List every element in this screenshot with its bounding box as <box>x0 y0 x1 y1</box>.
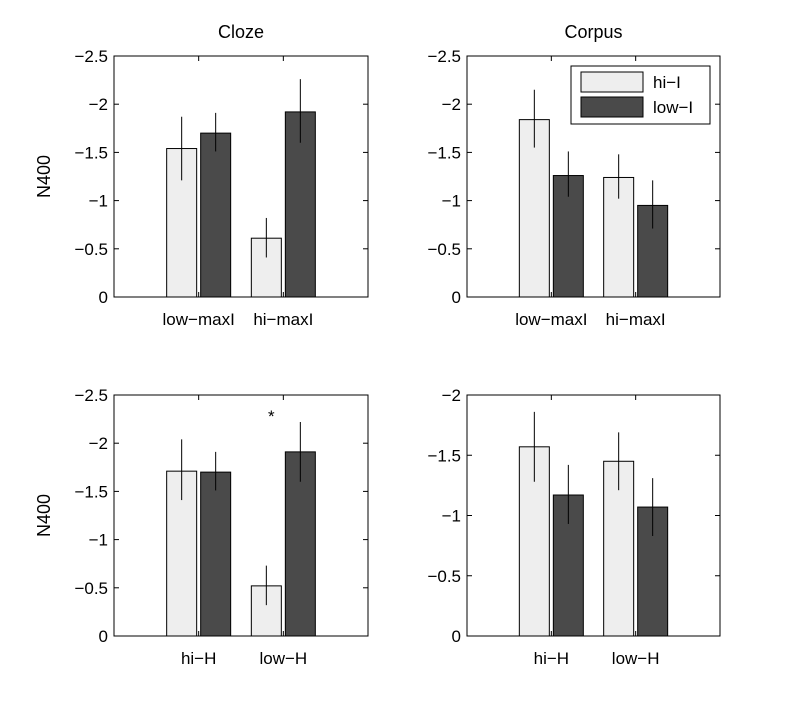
bar-low <box>284 451 316 637</box>
chart-panel-1: 0 −0.5 −1 −1.5 −2 −2.5 low−maxI hi−maxI Cloze N40… <box>34 22 369 329</box>
legend-swatch-low <box>580 96 644 118</box>
y-tick-label: −2.5 <box>74 386 108 405</box>
axes-frame <box>466 394 721 637</box>
chart-title: Cloze <box>218 22 264 42</box>
y-tick-label: −1.5 <box>74 482 108 501</box>
y-tick-label: −2 <box>89 95 108 114</box>
chart-panel-2: 0 −0.5 −1 −1.5 −2 −2.5 low−maxI hi−maxI Corpus <box>427 22 721 329</box>
x-tick-label: hi−H <box>534 649 569 668</box>
x-tick-label: hi−maxI <box>253 310 313 329</box>
bar-hi <box>603 460 635 637</box>
y-tick-label: −0.5 <box>427 240 461 259</box>
y-tick-label: −2.5 <box>427 47 461 66</box>
y-tick-label: 0 <box>99 288 108 307</box>
y-tick-label: −1 <box>89 192 108 211</box>
y-tick-label: −2 <box>442 386 461 405</box>
significance-marker: * <box>268 407 275 426</box>
x-tick-label: hi−maxI <box>606 310 666 329</box>
axes-frame <box>113 394 369 637</box>
y-tick-label: −0.5 <box>427 567 461 586</box>
bar-hi <box>518 119 550 298</box>
y-tick-label: −1 <box>89 531 108 550</box>
y-tick-label: 0 <box>99 627 108 646</box>
y-tick-label: −1.5 <box>427 143 461 162</box>
y-tick-label: −1.5 <box>74 143 108 162</box>
legend: hi−I low−I <box>570 65 711 125</box>
axes-frame <box>466 55 721 298</box>
y-axis-label: N400 <box>34 155 54 198</box>
y-tick-label: −2 <box>442 95 461 114</box>
y-tick-label: 0 <box>452 627 461 646</box>
x-tick-label: low−H <box>259 649 307 668</box>
chart-panel-4: 0 −0.5 −1 −1.5 −2 hi−H low−H <box>427 386 721 668</box>
x-tick-label: hi−H <box>181 649 216 668</box>
bar-low <box>200 471 232 637</box>
y-tick-label: −1 <box>442 192 461 211</box>
axes-frame <box>113 55 369 298</box>
chart-panel-3: 0 −0.5 −1 −1.5 −2 −2.5 hi−H low−H * N400 <box>34 386 369 668</box>
bar-low <box>200 132 232 298</box>
x-tick-label: low−maxI <box>515 310 587 329</box>
y-tick-label: −0.5 <box>74 240 108 259</box>
y-tick-label: −2 <box>89 434 108 453</box>
legend-label-low: low−I <box>653 98 693 117</box>
legend-swatch-hi <box>580 71 644 93</box>
y-tick-label: −1 <box>442 507 461 526</box>
legend-label-hi: hi−I <box>653 73 681 92</box>
x-tick-label: low−H <box>612 649 660 668</box>
y-tick-label: 0 <box>452 288 461 307</box>
bar-low <box>284 111 316 298</box>
y-tick-label: −0.5 <box>74 579 108 598</box>
chart-title: Corpus <box>564 22 622 42</box>
y-axis-label: N400 <box>34 494 54 537</box>
y-tick-label: −2.5 <box>74 47 108 66</box>
y-tick-label: −1.5 <box>427 446 461 465</box>
x-tick-label: low−maxI <box>163 310 235 329</box>
